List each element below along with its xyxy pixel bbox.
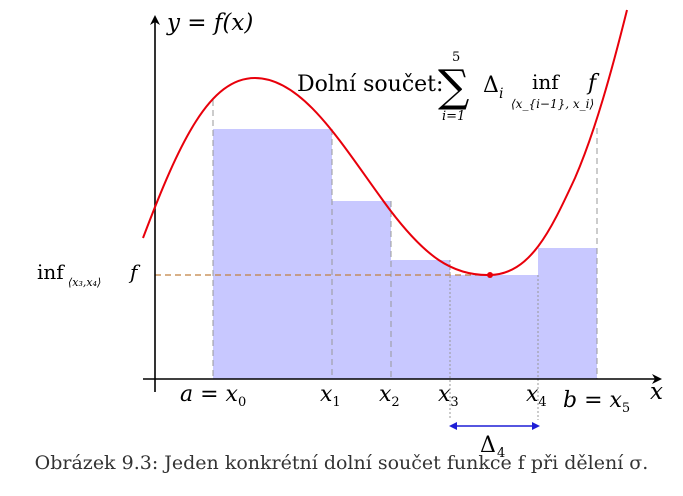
lower-sum-bar-4 [450,275,538,379]
inf-operator: inf [532,70,560,94]
partition-label-sub-2: 2 [391,395,399,410]
infimum-inf: inf [37,260,65,284]
partition-label-4: x4 [526,382,547,410]
partition-label-5: b = x5 [563,388,630,416]
delta4-right-arrowhead-icon [532,422,540,430]
delta4-left-arrowhead-icon [449,422,457,430]
partition-label-sub-3: 3 [450,395,458,410]
function-curve [142,9,628,277]
sum-upper-limit: 5 [452,50,460,65]
sum-symbol: ∑ [438,61,469,112]
partition-label-sub-5: 5 [622,401,630,416]
lower-sum-bar-5 [538,248,597,379]
minimum-point [487,272,493,278]
delta-subscript: i [499,86,503,102]
x-axis-arrow-icon [652,374,662,384]
partition-label-sub-4: 4 [538,395,546,410]
formula-function: f [586,71,600,96]
y-axis-arrow-icon [150,15,160,25]
partition-label-2: x2 [379,382,400,410]
lower-sum-bar-1 [213,129,332,379]
infimum-function: f [128,260,141,284]
inf-subscript: ⟨x_{i−1}, x_i⟩ [511,97,594,111]
partition-labels: a = x0 x1 x2 x3 x4 b = x5 [180,382,630,416]
formula-label: Dolní součet: [297,72,443,97]
lower-sum-bar-3 [391,260,450,379]
delta4-marker: Δ 4 [449,422,540,461]
partition-label-1: x1 [320,382,341,410]
y-axis-label: y = f(x) [166,10,253,36]
partition-label-sub-1: 1 [332,395,340,410]
partition-label-0: a = x0 [180,382,246,410]
partition-label-sub-0: 0 [238,395,246,410]
lower-sum-bar-2 [332,201,391,379]
delta-symbol: Δ [483,73,499,98]
delta4-label: Δ [480,433,496,458]
delta4-subscript: 4 [497,446,505,461]
partition-label-3: x3 [438,382,459,410]
partition-guides [212,100,598,420]
sum-lower-limit: i=1 [442,109,465,124]
x-axis-label: x [650,379,663,405]
figure-caption: Obrázek 9.3: Jeden konkrétní dolní souče… [34,452,649,474]
lower-sum-formula: Dolní součet: ∑ 5 i=1 Δ i inf ⟨x_{i−1}, … [297,50,600,124]
infimum-label: inf ⟨x₃,x₄⟩ f [37,260,141,289]
infimum-subscript: ⟨x₃,x₄⟩ [68,276,101,289]
lower-sum-rectangles [213,129,597,379]
